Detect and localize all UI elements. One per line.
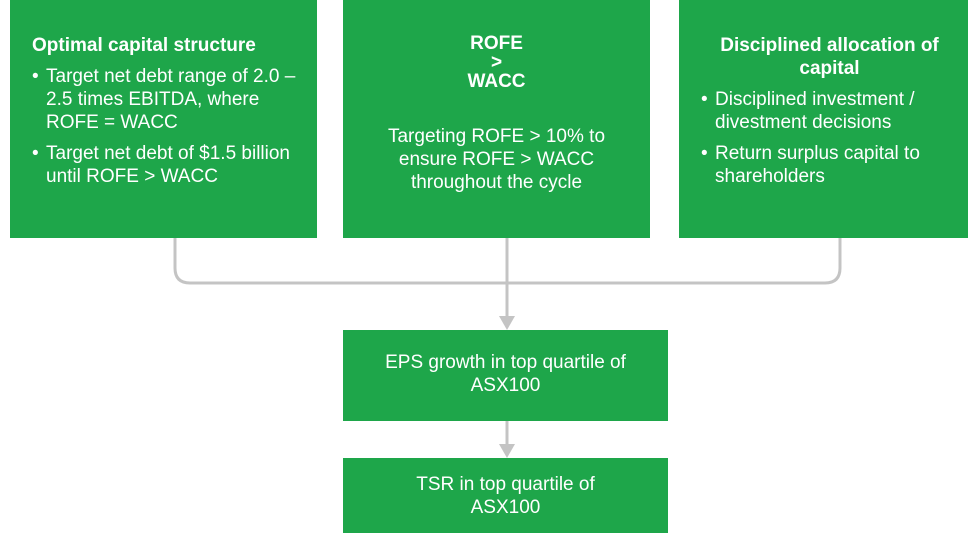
bullet: Return surplus capital to shareholders: [701, 142, 958, 188]
title-line: ROFE: [470, 33, 523, 54]
bullet: Target net debt range of 2.0 – 2.5 times…: [32, 65, 307, 134]
title-line: WACC: [467, 71, 526, 92]
bullet: Disciplined investment / divestment deci…: [701, 88, 958, 134]
box-title: Optimal capital structure: [32, 35, 256, 56]
box-title: Disciplined allocation of capital: [720, 35, 939, 79]
outcome-box: EPS growth in top quartile of ASX100: [343, 330, 668, 421]
box-title: ROFE > WACC: [363, 34, 630, 91]
bullet-list: Target net debt range of 2.0 – 2.5 times…: [32, 65, 307, 188]
outcome-box: TSR in top quartile of ASX100: [343, 458, 668, 533]
bullet-list: Disciplined investment / divestment deci…: [701, 88, 958, 188]
arrow-head: [499, 316, 515, 330]
arrow-head: [499, 444, 515, 458]
box: ROFE > WACC Targeting ROFE > 10% to ensu…: [343, 0, 650, 238]
box: Disciplined allocation of capital Discip…: [679, 0, 968, 238]
title-line: >: [490, 52, 503, 73]
box: Optimal capital structure Target net deb…: [10, 0, 317, 238]
bullet: Target net debt of $1.5 billion until RO…: [32, 142, 307, 188]
box-body: Targeting ROFE > 10% to ensure ROFE > WA…: [387, 126, 606, 193]
